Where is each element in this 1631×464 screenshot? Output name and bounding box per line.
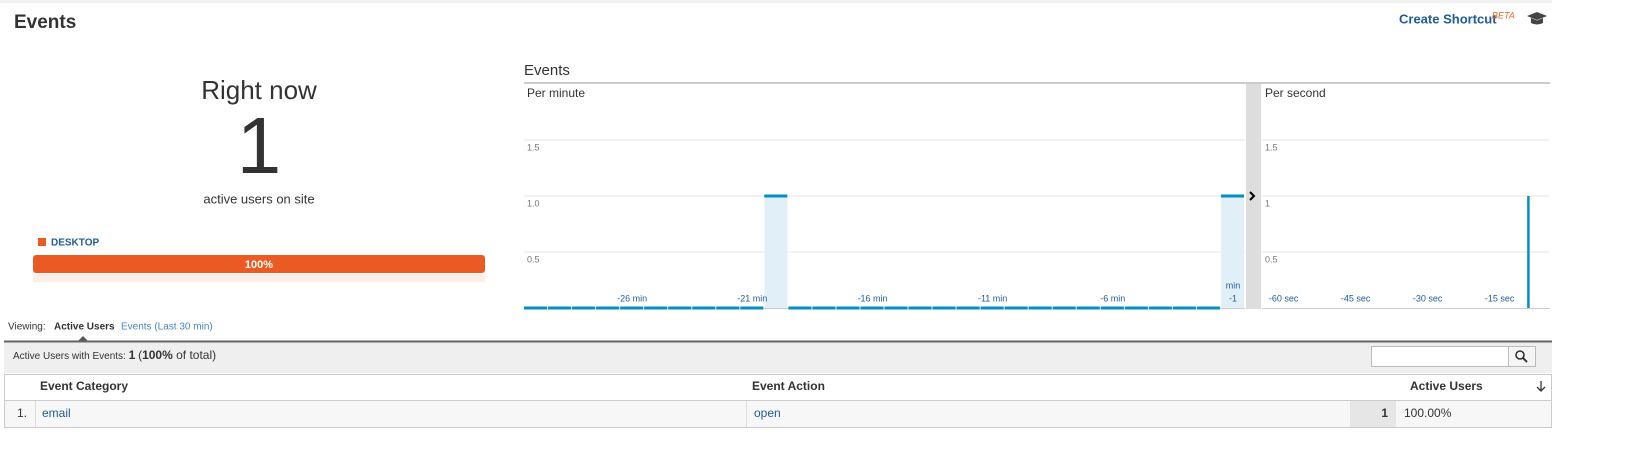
- summary-value: 1: [129, 348, 136, 362]
- x-tick-label: -1: [1229, 293, 1237, 303]
- chart-title: Events: [524, 62, 570, 79]
- bar-cap: [620, 306, 644, 310]
- bar-cap: [1172, 306, 1196, 310]
- bar-cap: [668, 306, 692, 310]
- device-swatch: [38, 238, 46, 246]
- bar-cap: [644, 306, 668, 310]
- bar-cap: [812, 306, 836, 310]
- x-tick-label: -6 min: [1100, 293, 1125, 303]
- bar-cap: [860, 306, 884, 310]
- value-cell: [1350, 401, 1396, 427]
- x-tick-label: -11 min: [978, 293, 1007, 303]
- bar-cap: [1220, 194, 1244, 198]
- viewing-label: Viewing:: [8, 322, 46, 333]
- bar-cap: [1052, 306, 1076, 310]
- bar-cap: [1124, 306, 1148, 310]
- x-tick-label: -21 min: [737, 293, 767, 303]
- panel-title: Per second: [1265, 86, 1326, 100]
- device-bar: [33, 255, 485, 273]
- bar-cap: [764, 194, 788, 198]
- top-edge: [0, 0, 1552, 3]
- bar-cap: [980, 306, 1004, 310]
- x-tick-label: -16 min: [857, 293, 887, 303]
- bar-cap: [1148, 306, 1172, 310]
- bar-cap: [956, 306, 980, 310]
- beta-badge: BETA: [1492, 10, 1515, 20]
- right-now-title: Right now: [201, 75, 317, 105]
- tab[interactable]: Events (Last 30 min): [121, 322, 213, 333]
- bar-cap: [1196, 306, 1220, 310]
- search-button[interactable]: [1508, 346, 1536, 367]
- search-icon: [1515, 350, 1525, 360]
- x-tick-label: -26 min: [617, 293, 647, 303]
- column-header[interactable]: Event Category: [40, 379, 128, 393]
- x-tick-label: -30 sec: [1413, 293, 1443, 303]
- bar-cap: [524, 306, 548, 310]
- tab-active[interactable]: Active Users: [54, 322, 115, 333]
- column-header[interactable]: Active Users: [1410, 379, 1483, 393]
- y-tick-label: 1: [1265, 198, 1270, 208]
- bar-cap: [932, 306, 956, 310]
- y-tick-label: 1.5: [1265, 142, 1278, 152]
- table-header: [4, 374, 1552, 401]
- bar: [764, 196, 788, 308]
- summary-percent: 100%: [142, 348, 173, 362]
- bar-cap: [836, 306, 860, 310]
- cell-link[interactable]: open: [754, 406, 781, 420]
- device-share: 100%: [245, 259, 273, 271]
- active-caption: active users on site: [203, 191, 314, 206]
- bar-cap: [596, 306, 620, 310]
- y-tick-label: 0.5: [527, 254, 540, 264]
- bar-cap: [1076, 306, 1100, 310]
- column-header[interactable]: Event Action: [752, 379, 825, 393]
- panel-title: Per minute: [527, 86, 585, 100]
- bar-cap: [692, 306, 716, 310]
- bar-cap: [1004, 306, 1028, 310]
- summary-label: Active Users with Events:: [13, 351, 126, 362]
- y-tick-label: 1.0: [527, 198, 540, 208]
- row-index: 1.: [17, 406, 27, 420]
- cell-percent: 100.00%: [1404, 406, 1452, 420]
- sort-arrow[interactable]: [1536, 381, 1546, 392]
- page-title: Events: [14, 12, 76, 33]
- x-tick-label: -45 sec: [1341, 293, 1371, 303]
- bar: [1220, 196, 1244, 308]
- bar-cap: [548, 306, 572, 310]
- device-label: DESKTOP: [51, 238, 99, 249]
- create-shortcut[interactable]: Create Shortcut: [1399, 11, 1497, 26]
- y-tick-label: 0.5: [1265, 254, 1278, 264]
- bar-cap: [716, 306, 740, 310]
- bar-cap: [1100, 306, 1124, 310]
- x-tick-label: -15 sec: [1485, 293, 1515, 303]
- cell-value: 1: [1381, 406, 1388, 420]
- help-icon[interactable]: [1527, 12, 1547, 25]
- tab-pointer: [78, 336, 88, 341]
- summary-rest: of total): [173, 348, 216, 362]
- bar-cap: [788, 306, 812, 310]
- bar-cap: [884, 306, 908, 310]
- bar-cap: [1028, 306, 1052, 310]
- device-bar-shadow: [33, 274, 485, 282]
- table-row: [4, 400, 1552, 428]
- search-icon: [1522, 357, 1528, 363]
- summary-text: Active Users with Events: 1 (100% of tot…: [13, 348, 216, 362]
- search-box[interactable]: [1371, 346, 1509, 367]
- cell-link[interactable]: email: [42, 406, 71, 420]
- bar-cap: [740, 306, 764, 310]
- summary-open: (: [138, 348, 142, 362]
- bar-cap: [908, 306, 932, 310]
- x-tick-label: -60 sec: [1269, 293, 1299, 303]
- x-tick-unit: min: [1226, 280, 1241, 290]
- summary-bar: [4, 341, 1552, 373]
- expand-arrow[interactable]: [1249, 191, 1256, 201]
- bar: [1527, 196, 1530, 308]
- y-tick-label: 1.5: [527, 142, 540, 152]
- bar-cap: [572, 306, 596, 310]
- active-count: 1: [237, 101, 282, 190]
